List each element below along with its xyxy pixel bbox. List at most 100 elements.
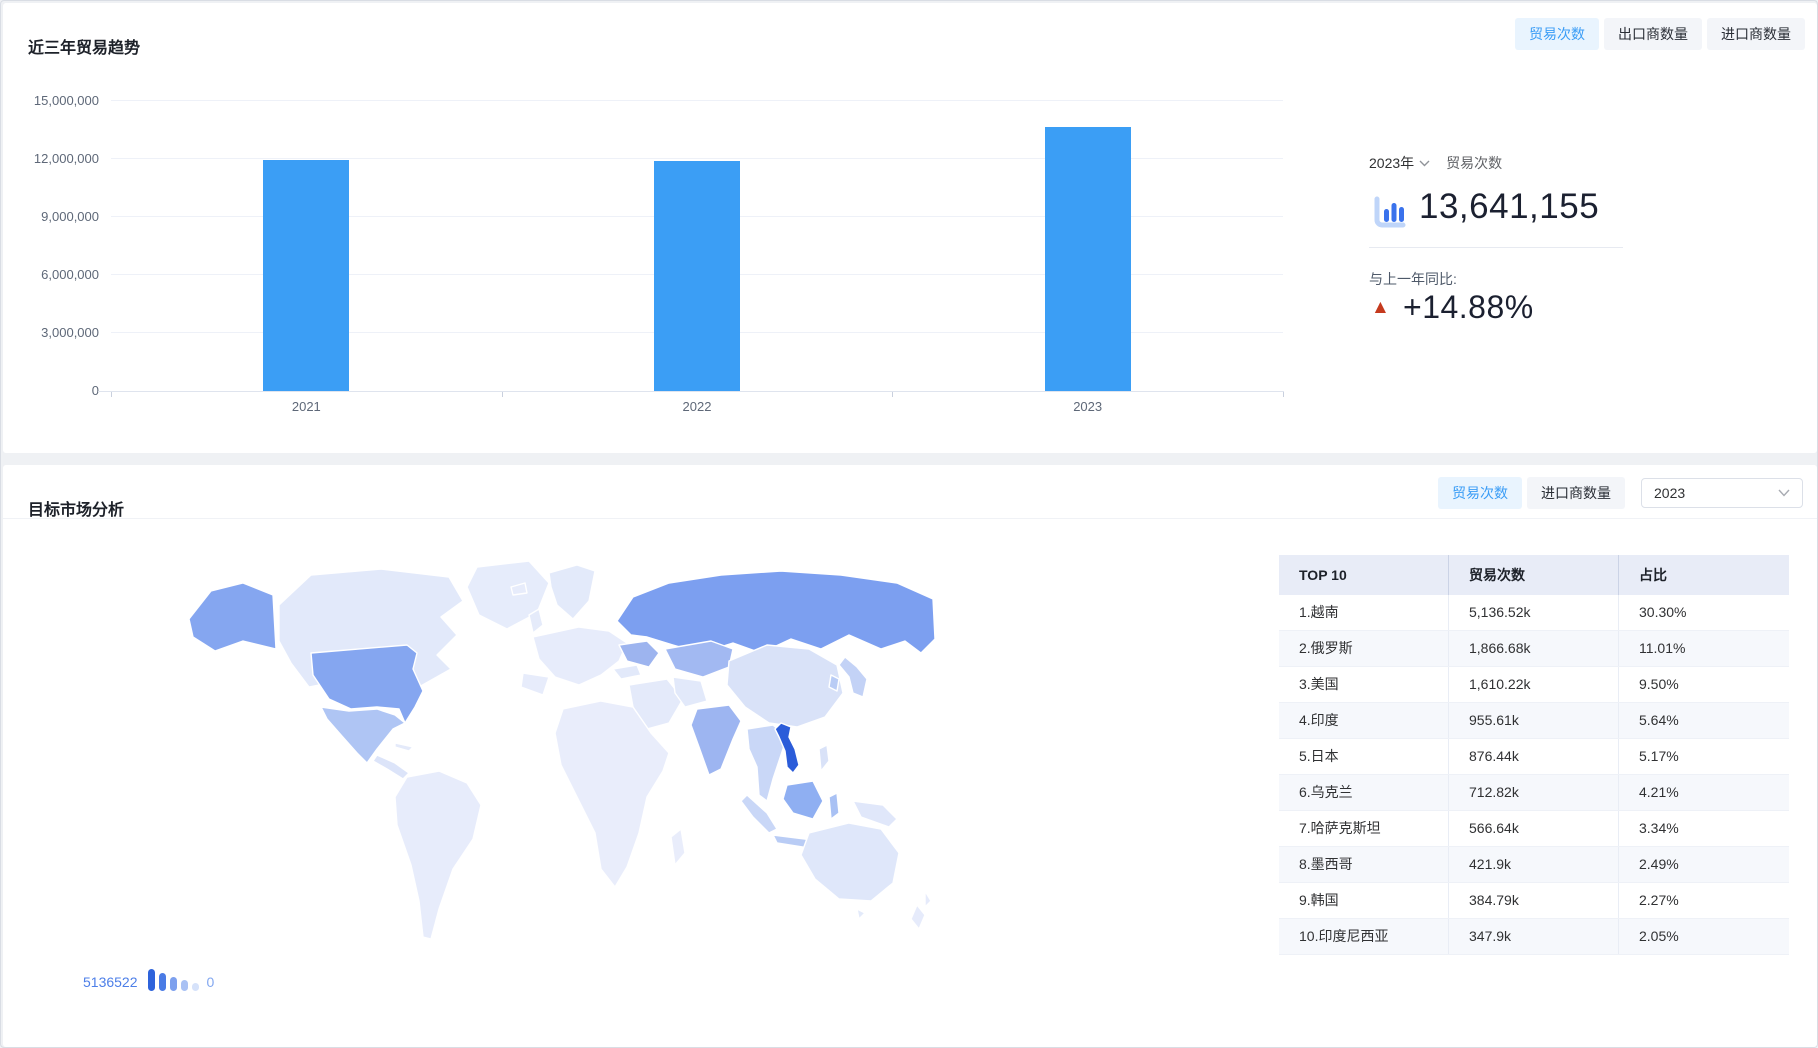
country-vietnam[interactable] [774,722,800,774]
table-row-2: 2.俄罗斯 1,866.68k 11.01% [1279,631,1789,667]
country-new-zealand[interactable] [910,890,932,930]
bar-2022[interactable] [654,161,740,391]
country-uk[interactable] [528,608,544,634]
region-sulawesi[interactable] [828,792,840,820]
tab-exporter-count[interactable]: 出口商数量 [1604,18,1702,50]
y-axis-tick-label: 6,000,000 [41,267,99,282]
country-iran[interactable] [672,676,708,708]
world-choropleth-map [188,560,936,940]
country-russia[interactable] [616,570,936,654]
bar-chart-icon [1374,196,1406,228]
country-cell: 7.哈萨克斯坦 [1299,820,1381,836]
trend-metric-tabs: 贸易次数 出口商数量 进口商数量 [1515,18,1805,50]
x-axis-category-label: 2022 [682,399,712,414]
market-metric-tabs: 贸易次数 进口商数量 [1438,477,1625,509]
legend-gradient-bars [147,969,199,991]
country-india[interactable] [690,704,742,776]
legend-bar [147,969,155,991]
x-axis-line [98,391,1284,392]
share-cell: 30.30% [1618,595,1789,630]
country-turkey[interactable] [612,664,642,680]
country-philippines[interactable] [818,744,830,772]
tab-trade-count[interactable]: 贸易次数 [1515,18,1599,50]
table-row-4: 4.印度 955.61k 5.64% [1279,703,1789,739]
legend-max-value: 5136522 [83,974,138,990]
x-axis-category-label: 2023 [1073,399,1103,414]
legend-min-value: 0 [206,974,215,990]
x-axis-tick [111,392,112,397]
top10-table-body: 1.越南 5,136.52k 30.30% 2.俄罗斯 1,866.68k 11.01% 3… [1279,595,1789,955]
chevron-down-icon [1778,489,1790,497]
region-central-america[interactable] [372,754,410,780]
value-cell: 876.44k [1448,739,1618,774]
country-greenland[interactable] [466,560,550,630]
country-cell: 4.印度 [1299,712,1339,728]
stat-year-dropdown[interactable]: 2023年 [1369,153,1430,173]
region-tasmania[interactable] [856,908,866,920]
region-europe[interactable] [532,626,628,686]
region-south-america[interactable] [394,770,482,940]
table-header-cell: 占比 [1618,555,1789,595]
target-market-card: 目标市场分析 贸易次数 进口商数量 2023 [3,465,1817,1047]
y-axis-tick-label: 0 [91,383,99,398]
x-axis-tick [1283,392,1284,397]
country-usa-alaska[interactable] [188,582,277,652]
country-madagascar[interactable] [670,828,686,866]
country-japan[interactable] [838,656,868,698]
value-cell: 712.82k [1448,775,1618,810]
tab-importer-count-2[interactable]: 进口商数量 [1527,477,1625,509]
value-cell: 955.61k [1448,703,1618,738]
table-row-10: 10.印度尼西亚 347.9k 2.05% [1279,919,1789,955]
country-mexico[interactable] [320,706,406,764]
bar-2021[interactable] [263,160,350,391]
share-cell: 4.21% [1618,775,1789,810]
value-cell: 421.9k [1448,847,1618,882]
x-axis-category-label: 2021 [291,399,321,414]
country-china[interactable] [726,644,844,728]
value-cell: 347.9k [1448,919,1618,954]
tab-importer-count[interactable]: 进口商数量 [1707,18,1805,50]
legend-bar [169,977,177,991]
stat-meta-row: 2023年 贸易次数 [1369,153,1502,173]
region-africa[interactable] [554,700,670,888]
table-header-cell: 贸易次数 [1448,555,1618,595]
table-row-7: 7.哈萨克斯坦 566.64k 3.34% [1279,811,1789,847]
region-iberia[interactable] [520,672,550,696]
region-new-guinea[interactable] [852,800,898,828]
gridline [111,158,1283,159]
region-caribbean[interactable] [394,742,414,752]
y-axis-tick-label: 15,000,000 [33,93,99,108]
country-cell: 1.越南 [1299,604,1339,620]
table-row-8: 8.墨西哥 421.9k 2.49% [1279,847,1789,883]
country-cell: 8.墨西哥 [1299,856,1353,872]
bar-2023[interactable] [1044,127,1131,391]
table-row-1: 1.越南 5,136.52k 30.30% [1279,595,1789,631]
country-iceland[interactable] [510,582,528,596]
region-scandinavia[interactable] [548,564,596,620]
share-cell: 2.05% [1618,919,1789,954]
region-sumatra[interactable] [740,794,778,834]
country-kazakhstan[interactable] [664,640,734,678]
trade-trend-card: 近三年贸易趋势 贸易次数 出口商数量 进口商数量 0 3,000,000 6,000,0… [3,3,1817,453]
x-axis-tick [501,392,503,397]
country-australia[interactable] [800,822,900,902]
country-indonesia[interactable] [782,780,824,820]
country-south-korea[interactable] [828,674,840,692]
country-cell: 2.俄罗斯 [1299,640,1353,656]
top10-table: TOP 10 贸易次数 占比 1.越南 5,136.52k 30.30% 2.俄罗斯 1,8… [1279,555,1789,955]
value-cell: 1,866.68k [1448,631,1618,666]
legend-bar [191,983,199,991]
trade-count-value: 13,641,155 [1419,187,1600,226]
year-select[interactable]: 2023 [1641,478,1803,508]
table-row-6: 6.乌克兰 712.82k 4.21% [1279,775,1789,811]
value-cell: 566.64k [1448,811,1618,846]
share-cell: 5.64% [1618,703,1789,738]
country-ukraine[interactable] [618,640,660,668]
table-header-cell: TOP 10 [1299,567,1347,583]
tab-trade-count-2[interactable]: 贸易次数 [1438,477,1522,509]
table-row-9: 9.韩国 384.79k 2.27% [1279,883,1789,919]
country-cell: 6.乌克兰 [1299,784,1353,800]
top10-table-header: TOP 10 贸易次数 占比 [1279,555,1789,595]
table-row-3: 3.美国 1,610.22k 9.50% [1279,667,1789,703]
